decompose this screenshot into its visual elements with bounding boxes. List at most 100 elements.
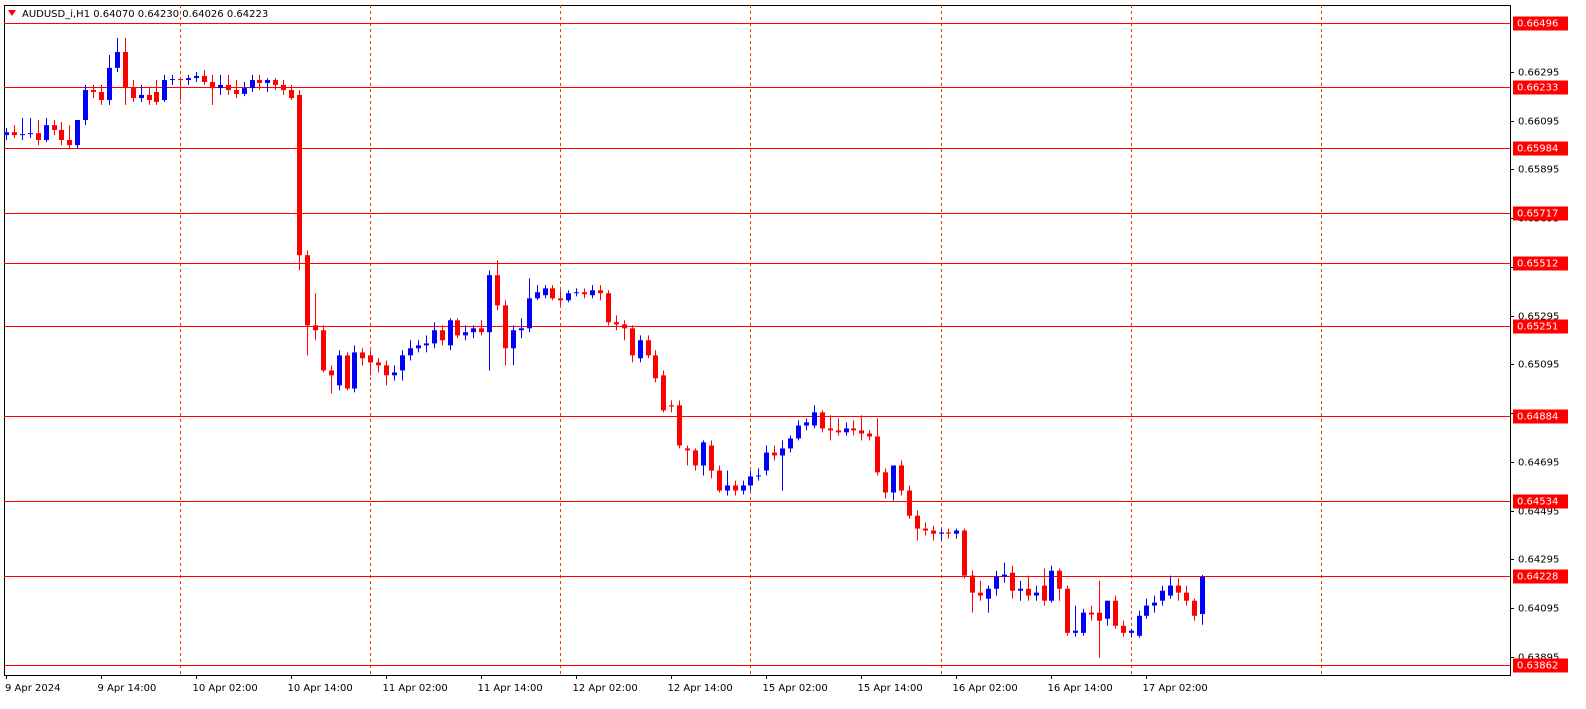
candle-body <box>337 355 342 386</box>
candle-body <box>147 94 152 101</box>
candle-body <box>709 445 714 471</box>
y-tick-label: 0.65095 <box>1518 360 1559 371</box>
level-label: 0.64884 <box>1517 412 1558 423</box>
candle-body <box>653 355 658 379</box>
candle-body <box>859 430 864 434</box>
x-tick-label: 12 Apr 02:00 <box>573 683 638 694</box>
candle-body <box>1097 612 1102 621</box>
candle-body <box>115 52 120 68</box>
level-label: 0.65984 <box>1517 144 1558 155</box>
candle-body <box>305 255 310 326</box>
level-label-bg <box>1513 569 1568 584</box>
candle-body <box>804 422 809 426</box>
candle-body <box>614 322 619 325</box>
candle-body <box>733 485 738 491</box>
candle-body <box>954 530 959 534</box>
candle-body <box>503 305 508 349</box>
level-label: 0.66496 <box>1517 19 1558 30</box>
candle-body <box>535 292 540 299</box>
candle-body <box>741 485 746 491</box>
candle-body <box>1129 630 1134 633</box>
candle-body <box>669 405 674 407</box>
candle-body <box>257 80 262 83</box>
candle-body <box>432 330 437 344</box>
candle-body <box>677 405 682 446</box>
candle-body <box>400 355 405 371</box>
candle-body <box>99 91 104 101</box>
candle-body <box>1057 570 1062 589</box>
level-label: 0.64534 <box>1517 497 1558 508</box>
candle-body <box>12 132 17 136</box>
candle-body <box>234 90 239 94</box>
x-tick-label: 10 Apr 14:00 <box>288 683 353 694</box>
candle-body <box>1113 600 1118 626</box>
candle-body <box>606 293 611 323</box>
candle-body <box>384 365 389 376</box>
menu-arrow[interactable] <box>8 10 16 16</box>
candle-body <box>448 320 453 346</box>
candle-layer <box>4 37 1205 658</box>
candle-body <box>638 340 643 359</box>
level-label: 0.63862 <box>1517 661 1558 672</box>
level-label-bg <box>1513 80 1568 95</box>
candle-body <box>28 133 33 135</box>
candle-body <box>194 75 199 79</box>
candle-body <box>1144 605 1149 616</box>
candle-body <box>107 67 112 101</box>
candle-body <box>566 293 571 301</box>
candle-body <box>630 328 635 356</box>
x-tick-label: 10 Apr 02:00 <box>193 683 258 694</box>
candle-body <box>796 425 801 439</box>
candle-body <box>75 119 80 146</box>
candle-body <box>756 475 761 477</box>
candle-body <box>4 132 9 136</box>
candle-body <box>83 90 88 120</box>
candle-body <box>471 328 476 333</box>
candle-body <box>495 275 500 306</box>
candle-body <box>844 428 849 433</box>
x-tick-label: 12 Apr 14:00 <box>668 683 733 694</box>
candle-body <box>915 515 920 529</box>
candle-body <box>1018 588 1023 591</box>
candle-body <box>875 436 880 473</box>
candle-body <box>242 88 247 94</box>
candle-body <box>218 84 223 89</box>
candle-body <box>186 78 191 81</box>
candle-body <box>1152 602 1157 606</box>
candle-body <box>202 75 207 82</box>
candle-body <box>820 412 825 429</box>
candle-body <box>1026 588 1031 596</box>
candle-body <box>780 448 785 456</box>
x-tick-label: 9 Apr 2024 <box>5 683 60 694</box>
candle-body <box>946 532 951 534</box>
y-tick-label: 0.64295 <box>1518 555 1559 566</box>
candle-body <box>313 325 318 331</box>
candle-body <box>543 288 548 296</box>
level-label: 0.65251 <box>1517 322 1558 333</box>
candle-body <box>598 290 603 294</box>
candle-body <box>701 442 706 466</box>
x-tick-label: 15 Apr 02:00 <box>763 683 828 694</box>
candle-body <box>297 94 302 256</box>
candle-body <box>1200 576 1205 615</box>
candle-body <box>661 375 666 411</box>
candle-body <box>424 343 429 346</box>
candle-body <box>693 450 698 466</box>
candle-body <box>1089 612 1094 615</box>
candle-body <box>360 352 365 359</box>
candle-body <box>440 330 445 341</box>
candle-body <box>725 485 730 491</box>
candle-body <box>408 348 413 356</box>
candle-body <box>748 476 753 486</box>
y-tick-label: 0.65895 <box>1518 165 1559 176</box>
candle-body <box>250 80 255 89</box>
candle-body <box>139 94 144 99</box>
candle-body <box>1002 574 1007 577</box>
x-tick-label: 16 Apr 14:00 <box>1048 683 1113 694</box>
y-tick-label: 0.64095 <box>1518 604 1559 615</box>
plot-frame <box>4 5 1511 676</box>
level-label-bg <box>1513 319 1568 334</box>
candle-body <box>178 79 183 81</box>
candle-body <box>519 328 524 331</box>
